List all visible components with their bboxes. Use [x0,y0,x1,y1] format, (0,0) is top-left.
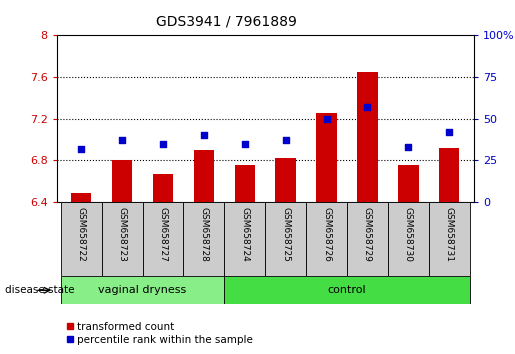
Bar [357,72,377,202]
Point [364,104,372,110]
Bar [398,165,419,202]
Bar [225,202,265,276]
Bar [306,202,347,276]
Point [404,144,413,150]
Text: GSM658724: GSM658724 [241,207,249,262]
Point [118,137,126,143]
Bar [316,113,337,202]
Legend: transformed count, percentile rank within the sample: transformed count, percentile rank withi… [62,317,258,349]
Point [445,129,453,135]
Point [282,137,290,143]
Text: GDS3941 / 7961889: GDS3941 / 7961889 [156,14,297,28]
Bar [153,174,173,202]
Bar [388,202,429,276]
Bar [71,193,92,202]
Bar [101,202,143,276]
Bar [439,148,459,202]
Text: GSM658726: GSM658726 [322,207,331,262]
Text: GSM658728: GSM658728 [199,207,209,262]
Bar [429,202,470,276]
Point [159,141,167,147]
Bar [194,150,214,202]
Bar [347,202,388,276]
Text: GSM658725: GSM658725 [281,207,290,262]
Bar [276,158,296,202]
Bar [61,276,225,304]
Point [322,116,331,121]
Bar [183,202,225,276]
Text: vaginal dryness: vaginal dryness [98,285,186,295]
Text: control: control [328,285,366,295]
Text: GSM658730: GSM658730 [404,207,413,262]
Text: disease state: disease state [5,285,75,295]
Point [241,141,249,147]
Bar [112,160,132,202]
Bar [234,165,255,202]
Bar [265,202,306,276]
Bar [225,276,470,304]
Bar [61,202,101,276]
Text: GSM658722: GSM658722 [77,207,85,262]
Point [77,146,85,152]
Text: GSM658729: GSM658729 [363,207,372,262]
Text: GSM658731: GSM658731 [445,207,454,262]
Bar [143,202,183,276]
Text: GSM658723: GSM658723 [117,207,127,262]
Text: GSM658727: GSM658727 [159,207,167,262]
Point [200,132,208,138]
